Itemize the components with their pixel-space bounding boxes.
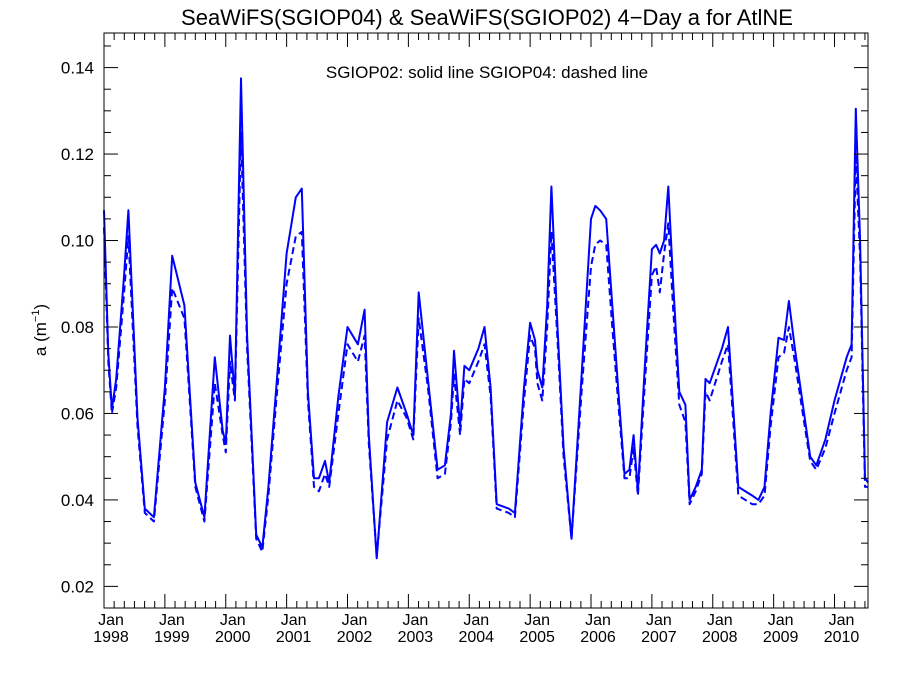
y-tick-label: 0.04 xyxy=(61,491,94,510)
x-tick-year-label: 2005 xyxy=(519,629,555,646)
y-tick-label: 0.12 xyxy=(61,145,94,164)
x-tick-month-label: Jan xyxy=(98,612,124,629)
x-tick-month-label: Jan xyxy=(220,612,246,629)
x-tick-year-label: 2009 xyxy=(763,629,799,646)
series-line-sgiop04 xyxy=(103,131,868,558)
x-tick-year-label: 2006 xyxy=(580,629,616,646)
x-tick-year-label: 2002 xyxy=(337,629,373,646)
y-tick-label: 0.02 xyxy=(61,577,94,596)
x-tick-year-label: 2008 xyxy=(702,629,738,646)
x-tick-year-label: 2010 xyxy=(824,629,860,646)
plot-frame xyxy=(103,32,869,609)
x-tick-year-label: 2000 xyxy=(215,629,251,646)
series-layer xyxy=(103,77,869,560)
x-tick-year-label: 1998 xyxy=(93,629,129,646)
x-tick-year-label: 2003 xyxy=(398,629,434,646)
x-tick-month-label: Jan xyxy=(281,612,307,629)
x-tick-year-label: 2004 xyxy=(458,629,494,646)
x-tick-month-label: Jan xyxy=(585,612,611,629)
y-axis-label-text: a (m−1) xyxy=(30,304,50,356)
axes-layer: 0.020.040.060.080.100.120.14Jan1998Jan19… xyxy=(61,32,869,646)
x-tick-month-label: Jan xyxy=(402,612,428,629)
x-tick-month-label: Jan xyxy=(829,612,855,629)
x-tick-year-label: 1999 xyxy=(154,629,190,646)
x-tick-month-label: Jan xyxy=(524,612,550,629)
series-line-sgiop02 xyxy=(103,77,869,560)
x-tick-month-label: Jan xyxy=(768,612,794,629)
y-axis-label: a (m−1) xyxy=(30,304,50,356)
y-tick-label: 0.10 xyxy=(61,232,94,251)
x-tick-month-label: Jan xyxy=(159,612,185,629)
x-tick-year-label: 2007 xyxy=(641,629,677,646)
chart-title: SeaWiFS(SGIOP04) & SeaWiFS(SGIOP02) 4−Da… xyxy=(181,5,793,30)
x-tick-year-label: 2001 xyxy=(276,629,312,646)
x-tick-month-label: Jan xyxy=(707,612,733,629)
y-tick-label: 0.08 xyxy=(61,318,94,337)
y-tick-label: 0.14 xyxy=(61,59,94,78)
series-style-annotation: SGIOP02: solid line SGIOP04: dashed line xyxy=(326,63,648,82)
y-tick-label: 0.06 xyxy=(61,404,94,423)
x-tick-month-label: Jan xyxy=(463,612,489,629)
x-tick-month-label: Jan xyxy=(646,612,672,629)
x-tick-month-label: Jan xyxy=(342,612,368,629)
